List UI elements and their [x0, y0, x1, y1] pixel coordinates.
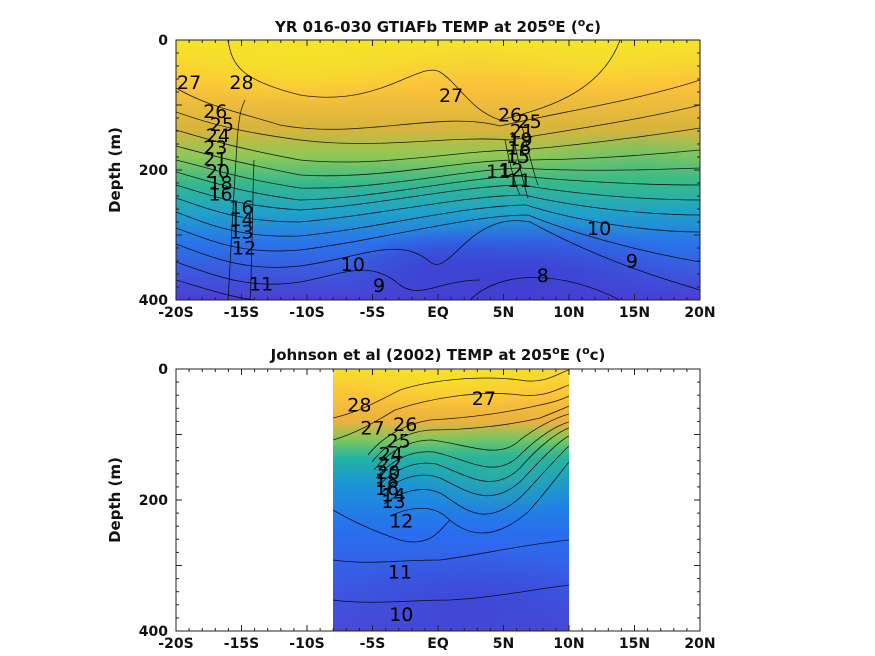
contour-label: 10 — [587, 218, 611, 240]
contour-label: 16 — [507, 137, 531, 159]
x-tick-label: -5S — [360, 305, 386, 321]
contour-label: 13 — [381, 491, 405, 513]
y-tick-label: 200 — [139, 163, 168, 179]
contour-label: 18 — [375, 470, 399, 492]
panel-top: YR 016-030 GTIAFb TEMP at 205oE (oc) — [106, 16, 716, 321]
contour-label: 20 — [376, 462, 400, 484]
x-tick-label: 15N — [619, 636, 650, 652]
contour-label: 27 — [439, 85, 463, 107]
x-tick-label: 5N — [493, 636, 514, 652]
contour-label: 22 — [377, 454, 401, 476]
contour-label: 26 — [203, 101, 227, 123]
contour-labels-top: 2827272625242321201816161413121110926252… — [177, 72, 638, 297]
contour-label: 26 — [498, 104, 522, 126]
contour-label: 11 — [507, 170, 531, 192]
y-axis-bottom: 0 200 400 — [139, 362, 700, 640]
contour-label: 27 — [360, 418, 384, 440]
x-tick-label: 10N — [553, 636, 584, 652]
x-tick-label: -15S — [224, 305, 259, 321]
x-tick-label: -10S — [289, 636, 324, 652]
y-axis-label-bottom: Depth (m) — [106, 457, 124, 543]
contour-label: 28 — [229, 72, 253, 94]
contour-label: 15 — [506, 146, 530, 168]
title-bottom: Johnson et al (2002) TEMP at 205oE (oc) — [270, 344, 606, 364]
contour-label: 20 — [206, 161, 230, 183]
contour-label: 27 — [472, 388, 496, 410]
y-tick-label: 400 — [139, 293, 168, 309]
x-axis-top: -20S -15S -10S -5S EQ 5N 10N 15N 20N — [158, 40, 716, 321]
x-tick-label: -20S — [158, 636, 193, 652]
contour-label: 14 — [229, 209, 253, 231]
contour-label: 9 — [626, 251, 638, 273]
y-axis-top: 0 200 400 — [139, 33, 700, 309]
y-tick-label: 400 — [139, 624, 168, 640]
contour-label: 25 — [518, 111, 542, 133]
contour-label: 16 — [375, 478, 399, 500]
x-axis-bottom: -20S -15S -10S -5S EQ 5N 10N 15N 20N — [158, 369, 716, 652]
x-tick-label: 15N — [619, 305, 650, 321]
contour-label: 21 — [203, 148, 227, 170]
contour-label: 27 — [177, 72, 201, 94]
x-tick-label: 20N — [684, 305, 715, 321]
contour-label: 21 — [510, 121, 534, 143]
contour-label: 11 — [486, 161, 510, 183]
contour-label: 12 — [389, 511, 413, 533]
x-tick-label: -10S — [289, 305, 324, 321]
y-axis-label-top: Depth (m) — [106, 127, 124, 213]
contour-label: 11 — [388, 562, 412, 584]
contour-label: 10 — [341, 254, 365, 276]
contour-label: 12 — [232, 238, 256, 260]
heatmap-field-bottom — [333, 369, 569, 631]
y-tick-label: 200 — [139, 493, 168, 509]
x-tick-label: 20N — [684, 636, 715, 652]
contour-label: 14 — [381, 484, 405, 506]
contour-label: 28 — [347, 395, 371, 417]
contour-label: 12 — [499, 160, 523, 182]
panel-bottom: Johnson et al (2002) TEMP at 205oE (oc) … — [106, 344, 716, 652]
heatmap-field-top — [176, 40, 700, 300]
contour-label: 24 — [379, 444, 403, 466]
x-tick-label: -5S — [360, 636, 386, 652]
x-tick-label: -15S — [224, 636, 259, 652]
y-tick-label: 0 — [158, 362, 168, 378]
contour-label: 16 — [208, 184, 232, 206]
contour-label: 13 — [229, 221, 253, 243]
contour-label: 24 — [206, 125, 230, 147]
y-tick-label: 0 — [158, 33, 168, 49]
contour-label: 10 — [389, 604, 413, 626]
contour-label: 25 — [387, 431, 411, 453]
x-tick-label: EQ — [427, 636, 449, 652]
x-tick-label: 10N — [553, 305, 584, 321]
contour-label: 18 — [208, 173, 232, 195]
contour-label: 9 — [373, 275, 385, 297]
contour-label: 11 — [249, 273, 273, 295]
x-tick-label: -20S — [158, 305, 193, 321]
contour-label: 26 — [393, 414, 417, 436]
contour-label: 25 — [210, 114, 234, 136]
contour-label: 19 — [508, 129, 532, 151]
contour-label: 8 — [537, 265, 549, 287]
x-tick-label: EQ — [427, 305, 449, 321]
x-tick-label: 5N — [493, 305, 514, 321]
title-top: YR 016-030 GTIAFb TEMP at 205oE (oc) — [274, 16, 601, 36]
contour-label: 23 — [203, 137, 227, 159]
contour-label: 16 — [229, 197, 253, 219]
